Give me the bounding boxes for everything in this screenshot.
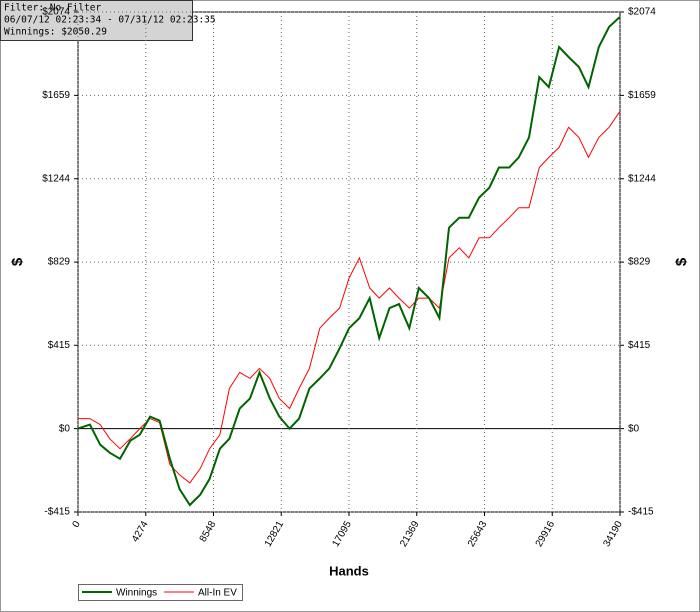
y-axis-label: $: [9, 257, 26, 266]
legend-label: Winnings: [116, 588, 157, 599]
line-series: [77, 16, 621, 507]
y-tick-label: $2074: [42, 7, 70, 18]
y-tick-label: $0: [59, 423, 71, 434]
y-tick-label: -$415: [44, 507, 70, 518]
y2-tick-label: $1659: [628, 90, 656, 101]
y2-tick-label: $1244: [628, 173, 656, 184]
y-tick-label: $1244: [42, 173, 70, 184]
y2-tick-label: $2074: [628, 7, 656, 18]
y2-tick-label: -$415: [628, 507, 654, 518]
legend: [78, 584, 243, 601]
legend-label: All-In EV: [198, 588, 237, 599]
y-tick-label: $829: [48, 257, 71, 268]
info-box: Filter: No Filter 06/07/12 02:23:34 - 07…: [0, 0, 216, 41]
y2-tick-label: $829: [628, 257, 651, 268]
line-series: [78, 110, 621, 484]
y2-tick-label: $415: [628, 340, 651, 351]
y2-axis-label: $: [673, 257, 690, 266]
info-line: Winnings: $2050.29: [4, 27, 107, 38]
info-background: [0, 0, 193, 41]
y-tick-label: $1659: [42, 90, 70, 101]
info-line: 06/07/12 02:23:34 - 07/31/12 02:23:35: [4, 15, 216, 26]
x-tick-label: 0: [71, 519, 84, 530]
y2-tick-label: $0: [628, 423, 640, 434]
y-tick-label: $415: [48, 340, 71, 351]
x-axis-label: Hands: [329, 563, 369, 578]
info-line: Filter: No Filter: [4, 3, 102, 14]
